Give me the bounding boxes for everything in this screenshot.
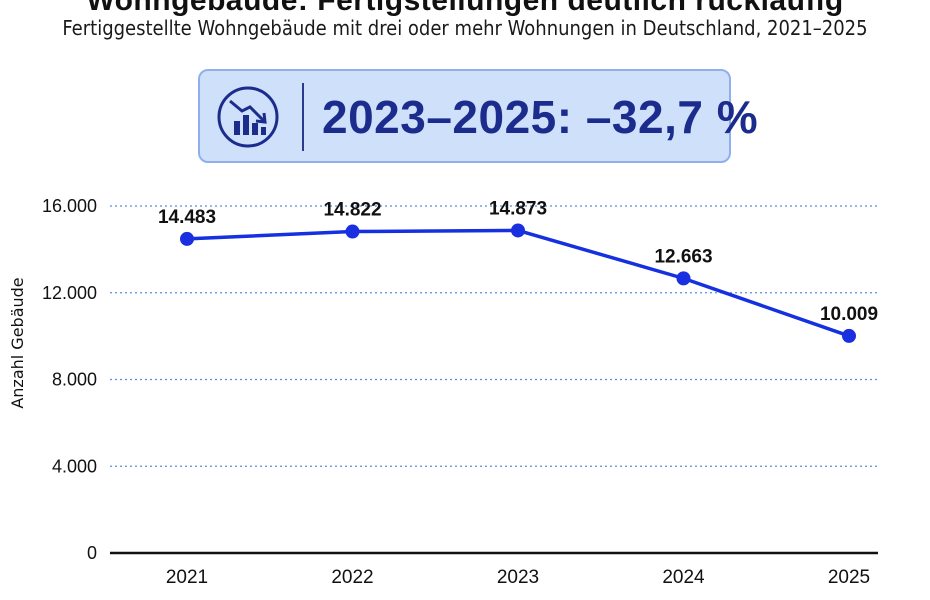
kpi-banner: 2023–2025: –32,7 %: [198, 69, 758, 163]
y-tick-label: 4.000: [52, 456, 97, 476]
y-tick-label: 8.000: [52, 370, 97, 390]
data-label: 14.483: [158, 207, 216, 228]
x-tick-label: 2022: [331, 567, 373, 588]
chart-gridlines: [110, 205, 878, 467]
y-tick-label: 0: [87, 543, 97, 563]
y-tick-label: 16.000: [42, 196, 97, 216]
data-point: [511, 223, 525, 238]
data-point: [345, 224, 360, 239]
data-label: 10.009: [820, 304, 878, 325]
data-label: 14.822: [323, 200, 381, 221]
y-axis-title: Anzahl Gebäude: [8, 277, 27, 408]
data-point: [180, 231, 194, 246]
series-line: [186, 228, 850, 338]
data-labels: 14.483 14.822 14.873 12.663 10.009: [158, 198, 878, 324]
x-tick-label: 2021: [166, 567, 208, 588]
kpi-divider: [302, 83, 304, 151]
page-title-cut: Wohngebäude: Fertigstellungen deutlich r…: [86, 0, 844, 17]
x-tick-label: 2023: [497, 567, 539, 588]
x-axis-ticks: 2021 2022 2023 2024 2025: [166, 567, 870, 588]
data-label: 12.663: [654, 246, 712, 267]
chart-subtitle: Fertiggestellte Wohngebäude mit drei ode…: [62, 16, 868, 40]
kpi-change-value: 2023–2025: –32,7 %: [322, 91, 759, 143]
y-tick-label: 12.000: [42, 283, 97, 303]
y-axis-ticks: 0 4.000 8.000 12.000 16.000: [42, 196, 97, 563]
x-tick-label: 2024: [662, 567, 705, 588]
x-tick-label: 2025: [828, 567, 870, 588]
data-label: 14.873: [489, 198, 547, 219]
data-point: [842, 328, 856, 343]
data-point: [676, 271, 691, 286]
series-markers: [180, 223, 856, 343]
declining-bar-chart-icon: [217, 86, 279, 148]
